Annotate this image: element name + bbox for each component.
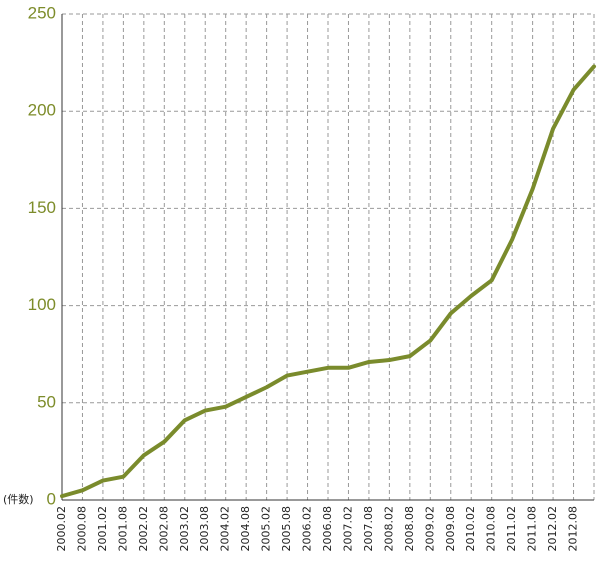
y-tick-label: 50 [37,392,56,411]
y-tick-label: 100 [28,295,56,314]
line [60,64,596,499]
x-tick-label: 2010.02 [464,506,477,552]
y-tick-label: 150 [28,198,56,217]
x-tick-label: 2005.02 [260,506,273,552]
x-tick-label: 2006.02 [301,506,314,552]
x-tick-label: 2010.08 [485,506,498,552]
x-tick-label: 2003.02 [178,506,191,552]
x-tick-label: 2000.08 [75,506,88,552]
x-tick-label: 2009.08 [444,506,457,552]
x-tick-label: 2003.08 [198,506,211,552]
x-tick-label: 2009.02 [423,506,436,552]
y-tick-label: 250 [28,3,56,22]
x-tick-label: 2000.02 [55,506,68,552]
y-tick-label: 200 [28,101,56,120]
x-tick-label: 2005.08 [280,506,293,552]
x-tick-label: 2008.08 [403,506,416,552]
x-tick-label: 2002.08 [157,506,170,552]
x-tick-label: 2011.08 [526,506,539,552]
x-tick-label: 2012.08 [567,506,580,552]
x-tick-label: 2008.02 [382,506,395,552]
x-tick-label: 2004.08 [239,506,252,552]
x-tick-label: 2011.02 [505,506,518,552]
x-tick-label: 2004.02 [219,506,232,552]
x-tick-label: 2001.02 [96,506,109,552]
x-tick-label: 2001.08 [116,506,129,552]
x-tick-label: 2002.02 [137,506,150,552]
y-axis-label: (件数) [3,493,34,506]
x-tick-label: 2012.02 [546,506,559,552]
x-tick-label: 2007.08 [362,506,375,552]
x-tick-label: 2006.08 [321,506,334,552]
x-tick-label: 2007.02 [341,506,354,552]
y-tick-label: 0 [47,489,56,508]
